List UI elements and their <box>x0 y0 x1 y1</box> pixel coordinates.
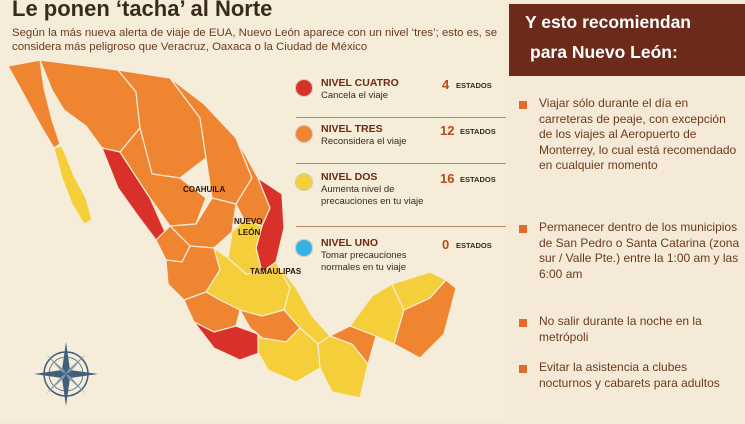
panel-title-line2: para Nuevo León: <box>530 42 678 62</box>
recommendation-item: No salir durante la noche en la metrópol… <box>519 314 741 345</box>
legend-level-label: NIVEL DOS <box>321 171 378 183</box>
legend-count: 4 <box>442 77 450 92</box>
recommendation-item: Viajar sólo durante el día en carreteras… <box>519 96 741 174</box>
panel-header: Y esto recomiendan para Nuevo León: <box>509 4 745 76</box>
region-tabasco <box>328 325 377 366</box>
region-quintana-roo <box>393 279 457 359</box>
subtitle: Según la más nueva alerta de viaje de EU… <box>12 27 498 53</box>
legend-divider <box>296 226 506 227</box>
recommendation-text: Viajar sólo durante el día en carreteras… <box>539 96 737 173</box>
legend-level-label: NIVEL TRES <box>321 123 383 135</box>
recommendation-text: Permanecer dentro de los municipios de S… <box>539 220 740 281</box>
recommendation-item: Permanecer dentro de los municipios de S… <box>519 220 741 282</box>
legend-divider <box>296 117 506 118</box>
square-bullet-icon <box>519 319 527 327</box>
legend-level-desc: Tomar precauciones normales en tu viaje <box>321 250 407 273</box>
legend-level-label: NIVEL CUATRO <box>321 77 399 89</box>
legend-count-label: ESTADOS <box>460 127 496 136</box>
map-label-nuevo-leon-line1: NUEVO <box>234 217 263 226</box>
square-bullet-icon <box>519 365 527 373</box>
square-bullet-icon <box>519 225 527 233</box>
legend-level-three: NIVEL TRES Reconsidera el viaje 12 ESTAD… <box>296 122 506 174</box>
map-label-coahuila: COAHUILA <box>183 185 226 194</box>
legend-count: 12 <box>440 123 455 138</box>
legend-count: 0 <box>442 237 450 252</box>
map-label-tamaulipas: TAMAULIPAS <box>250 267 302 276</box>
legend-count: 16 <box>440 171 455 186</box>
orange-dot-icon <box>296 126 312 142</box>
mexico-map: COAHUILA NUEVO LEÓN TAMAULIPAS <box>0 48 505 419</box>
legend-count-label: ESTADOS <box>456 241 492 250</box>
panel-title-line1: Y esto recomiendan <box>525 12 691 32</box>
square-bullet-icon <box>519 101 527 109</box>
headline: Le ponen ‘tacha’ al Norte <box>12 0 273 21</box>
compass-rose-icon <box>32 340 100 408</box>
legend-count-label: ESTADOS <box>456 81 492 90</box>
recommendation-item: Evitar la asistencia a clubes nocturnos … <box>519 360 741 391</box>
recommendation-text: Evitar la asistencia a clubes nocturnos … <box>539 360 720 390</box>
red-dot-icon <box>296 80 312 96</box>
legend-level-desc: Aumenta nivel de precauciones en tu viaj… <box>321 184 424 207</box>
legend-level-one: NIVEL UNO Tomar precauciones normales en… <box>296 236 506 288</box>
yellow-dot-icon <box>296 174 312 190</box>
legend-count-label: ESTADOS <box>460 175 496 184</box>
legend-level-desc: Reconsidera el viaje <box>321 136 407 147</box>
region-baja-south <box>53 145 93 225</box>
region-baja-north <box>7 59 61 149</box>
legend-divider <box>296 163 506 164</box>
legend-level-desc: Cancela el viaje <box>321 90 389 101</box>
recommendations-panel: Y esto recomiendan para Nuevo León: Viaj… <box>509 0 745 419</box>
infographic-main: Le ponen ‘tacha’ al Norte Según la más n… <box>0 0 506 419</box>
recommendation-text: No salir durante la noche en la metrópol… <box>539 314 702 344</box>
legend-level-two: NIVEL DOS Aumenta nivel de precauciones … <box>296 170 506 222</box>
blue-dot-icon <box>296 240 312 256</box>
legend-level-four: NIVEL CUATRO Cancela el viaje 4 ESTADOS <box>296 76 506 128</box>
legend-level-label: NIVEL UNO <box>321 237 378 249</box>
map-label-nuevo-leon-line2: LEÓN <box>238 228 261 237</box>
